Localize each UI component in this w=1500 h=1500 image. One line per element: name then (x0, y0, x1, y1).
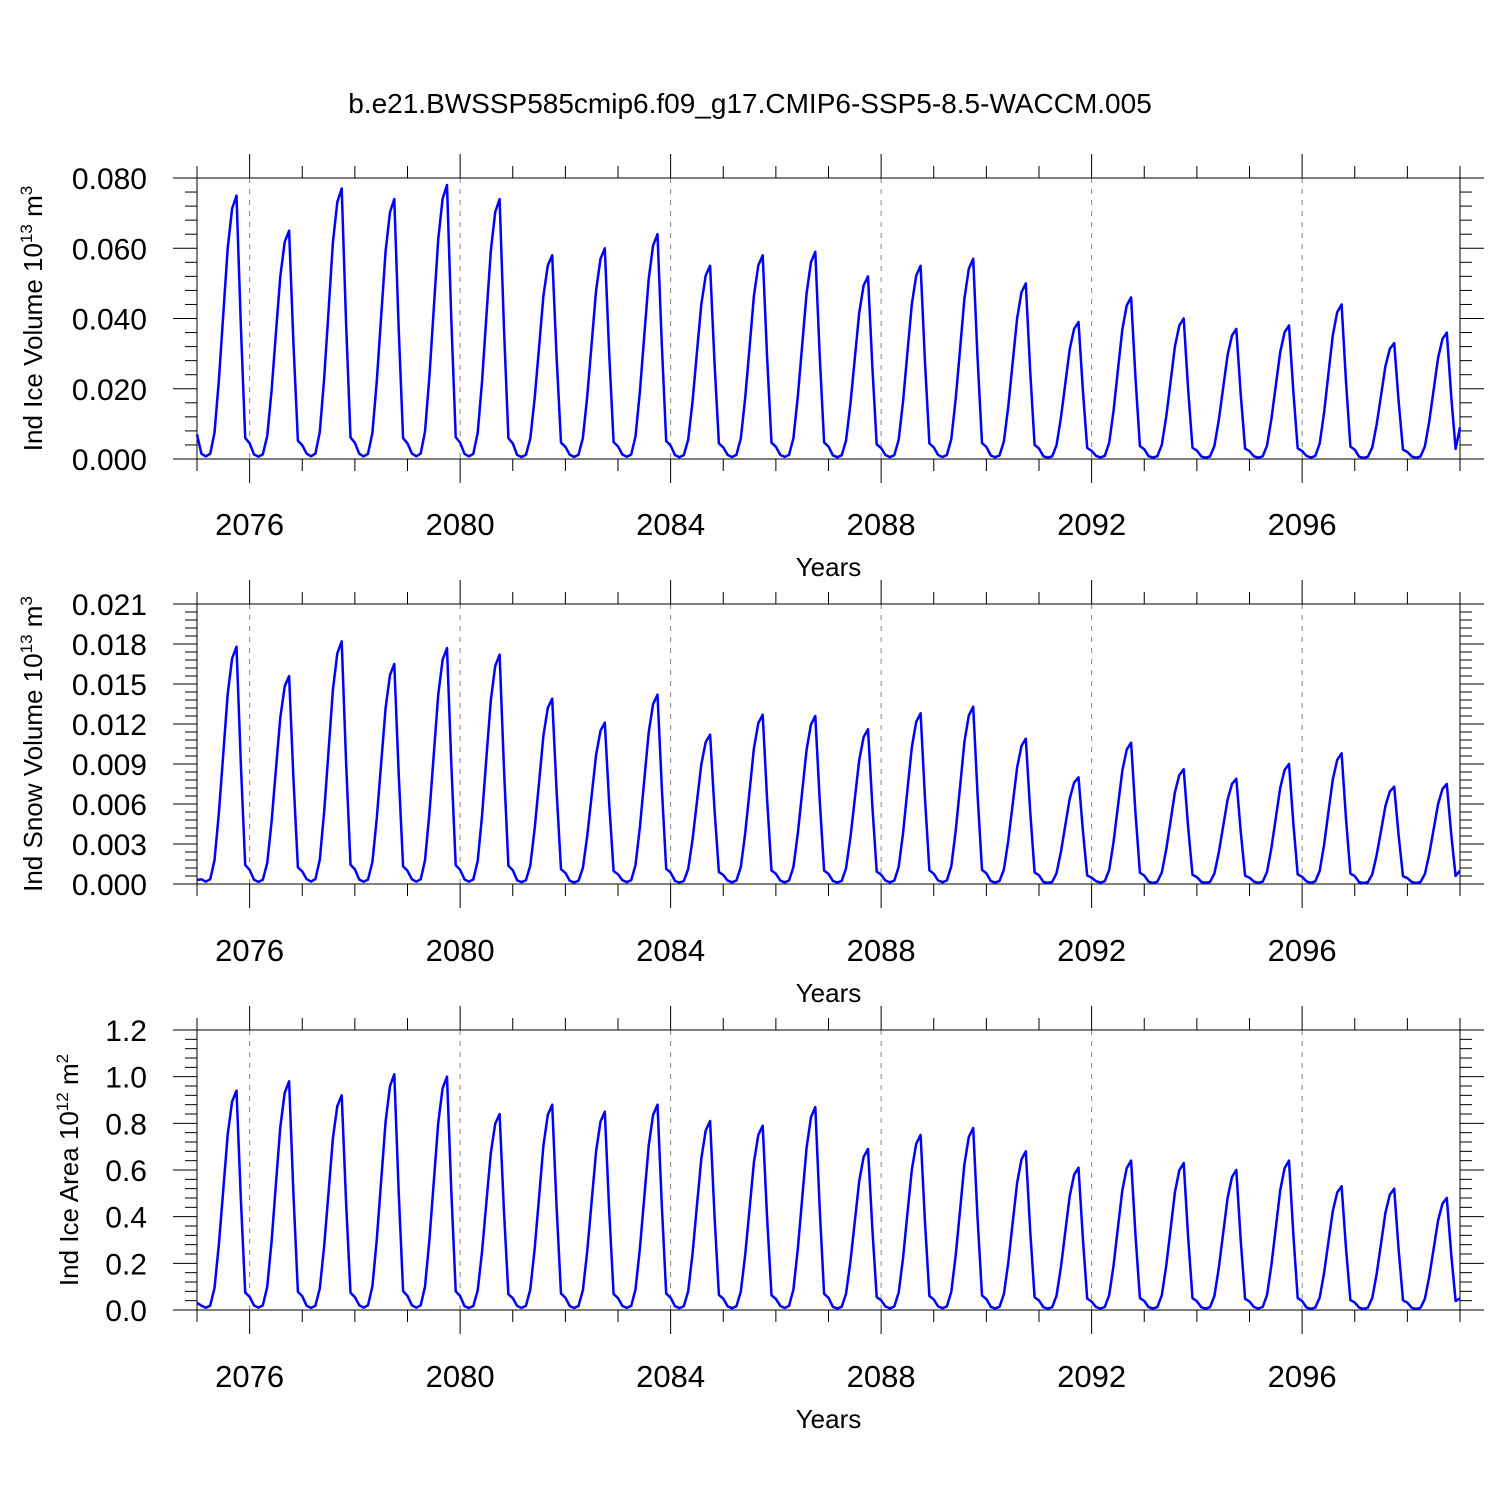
x-axis-title: Years (796, 978, 862, 1008)
y-tick-label: 0.6 (105, 1155, 147, 1188)
x-tick-label: 2088 (847, 1359, 916, 1394)
y-tick-label: 0.000 (72, 444, 147, 477)
series-line (195, 183, 1462, 460)
series-line (196, 1073, 1461, 1311)
y-axis-title: Ind Ice Area 1012 m2 (53, 1054, 84, 1286)
x-axis-title: Years (796, 1404, 862, 1434)
y-tick-label: 0.012 (72, 709, 147, 742)
figure-title: b.e21.BWSSP585cmip6.f09_g17.CMIP6-SSP5-8… (348, 88, 1152, 119)
y-tick-label: 0.080 (72, 163, 147, 196)
y-tick-label: 0.021 (72, 589, 147, 622)
x-tick-label: 2084 (636, 933, 705, 968)
x-tick-label: 2096 (1268, 1359, 1337, 1394)
x-tick-label: 2080 (426, 1359, 495, 1394)
y-tick-label: 0.003 (72, 829, 147, 862)
y-tick-label: 0.009 (72, 749, 147, 782)
panel-3: 2076 2080 2084 2088 2092 2096 0.0 0.2 0.4 0.6 0.8 1… (53, 1006, 1484, 1434)
y-tick-label: 0.000 (72, 869, 147, 902)
y-tick-label: 0.020 (72, 374, 147, 407)
y-tick-label: 0.0 (105, 1295, 147, 1328)
panel-1: 2076 2080 2084 2088 2092 2096 0.000 0.020 0.040 0… (17, 154, 1484, 582)
x-tick-label: 2076 (215, 507, 284, 542)
y-axis-title: Ind Ice Volume 1013 m3 (17, 186, 48, 451)
x-tick-label: 2080 (426, 933, 495, 968)
y-tick-label: 1.2 (105, 1015, 147, 1048)
y-tick-label: 0.018 (72, 629, 147, 662)
y-tick-label: 0.8 (105, 1108, 147, 1141)
x-tick-label: 2084 (636, 507, 705, 542)
y-tick-label: 0.015 (72, 669, 147, 702)
y-tick-label: 0.4 (105, 1202, 147, 1235)
panels: 2076 2080 2084 2088 2092 2096 0.000 0.020 0.040 0… (17, 154, 1484, 1434)
x-tick-label: 2076 (215, 1359, 284, 1394)
series-line (196, 640, 1461, 885)
y-tick-label: 1.0 (105, 1062, 147, 1095)
y-tick-label: 0.040 (72, 304, 147, 337)
x-tick-label: 2096 (1268, 507, 1337, 542)
x-axis-title: Years (796, 552, 862, 582)
x-tick-label: 2076 (215, 933, 284, 968)
x-tick-label: 2088 (847, 507, 916, 542)
y-tick-label: 0.006 (72, 789, 147, 822)
x-tick-label: 2080 (426, 507, 495, 542)
x-tick-label: 2092 (1057, 933, 1126, 968)
y-tick-label: 0.2 (105, 1248, 147, 1281)
x-tick-label: 2092 (1057, 507, 1126, 542)
y-tick-label: 0.060 (72, 233, 147, 266)
panel-2: 2076 2080 2084 2088 2092 2096 0.000 0.003 0.006 0… (17, 580, 1484, 1008)
x-tick-label: 2092 (1057, 1359, 1126, 1394)
x-tick-label: 2096 (1268, 933, 1337, 968)
plot-frame (196, 603, 1461, 885)
y-axis-title: Ind Snow Volume 1013 m3 (17, 596, 48, 892)
x-tick-label: 2088 (847, 933, 916, 968)
x-tick-label: 2084 (636, 1359, 705, 1394)
